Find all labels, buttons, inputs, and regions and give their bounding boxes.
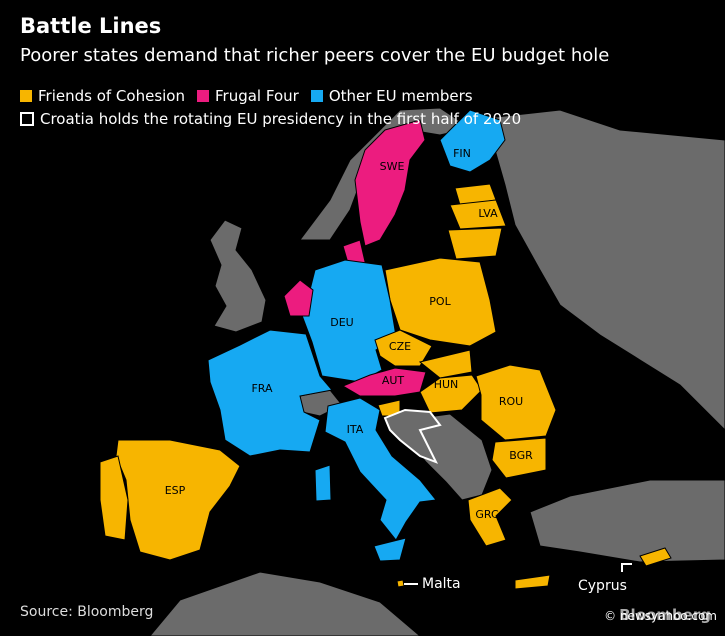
slovakia — [418, 349, 473, 379]
country-label: POL — [429, 295, 451, 308]
legend-label: Other EU members — [328, 86, 473, 105]
malta — [396, 579, 405, 588]
legend-item: Friends of Cohesion — [20, 87, 185, 105]
legend-row: Croatia holds the rotating EU presidency… — [20, 107, 521, 130]
country-label: GRC — [475, 508, 499, 521]
country-label: SWE — [380, 160, 405, 173]
annotation: Malta — [422, 576, 461, 592]
poland — [384, 257, 497, 347]
uk — [209, 219, 267, 333]
country-label: FIN — [453, 147, 471, 160]
country-label: ROU — [499, 395, 523, 408]
romania — [475, 364, 557, 441]
legend-swatch — [310, 89, 323, 102]
portugal — [99, 455, 129, 541]
netherlands — [283, 279, 314, 317]
source: Source: Bloomberg — [20, 604, 154, 620]
sweden — [354, 119, 426, 247]
annotation: Cyprus — [578, 578, 627, 594]
north-africa — [149, 571, 421, 636]
country-label: DEU — [330, 316, 353, 329]
country-labels: SWE FIN LVA IRL POL DEU CZE AUT HUN ROU FRA ITA BGR E… — [165, 147, 533, 521]
country-label: AUT — [382, 374, 405, 387]
russia-ukraine — [469, 109, 725, 431]
legend-row: Friends of Cohesion Frugal Four Other EU m… — [20, 84, 521, 107]
legend-item: Other EU members — [310, 86, 473, 105]
non-eu-land — [149, 107, 725, 636]
logo: Bloomberg — [619, 606, 711, 624]
czechia — [374, 329, 433, 367]
presidency-swatch — [20, 111, 34, 126]
legend-item: Frugal Four — [197, 87, 299, 105]
watermark: © newsyahoo.com — [604, 609, 717, 623]
country-label: FRA — [251, 382, 273, 395]
country-label: ESP — [165, 484, 186, 497]
greece — [467, 487, 513, 547]
crete — [514, 574, 551, 590]
sardinia — [314, 464, 332, 502]
legend-swatch — [20, 89, 32, 102]
turkey — [529, 479, 725, 563]
subtitle: Poorer states demand that richer peers c… — [20, 45, 610, 66]
country-label: IRL — [168, 258, 186, 271]
cyprus-pointer — [621, 563, 632, 572]
sicily — [373, 537, 407, 562]
italy — [324, 397, 437, 541]
bulgaria — [491, 437, 547, 479]
country-label: BGR — [509, 449, 533, 462]
lithuania — [447, 227, 503, 260]
croatia — [383, 408, 442, 464]
country-label: LVA — [478, 207, 498, 220]
spain — [115, 439, 241, 561]
eu-members — [99, 109, 672, 590]
country-label: CZE — [389, 340, 411, 353]
latvia — [449, 199, 507, 230]
legend: Friends of Cohesion Frugal Four Other EU m… — [20, 84, 521, 130]
cyprus — [639, 547, 672, 567]
legend-label: Friends of Cohesion — [38, 86, 185, 105]
legend-label: Frugal Four — [215, 86, 299, 105]
country-label: ITA — [347, 423, 364, 436]
austria — [341, 367, 427, 397]
legend-note: Croatia holds the rotating EU presidency… — [40, 109, 522, 128]
france — [207, 329, 333, 457]
finland — [439, 109, 506, 173]
legend-swatch — [197, 89, 209, 102]
title: Battle Lines — [20, 14, 162, 38]
country-label: HUN — [434, 378, 459, 391]
